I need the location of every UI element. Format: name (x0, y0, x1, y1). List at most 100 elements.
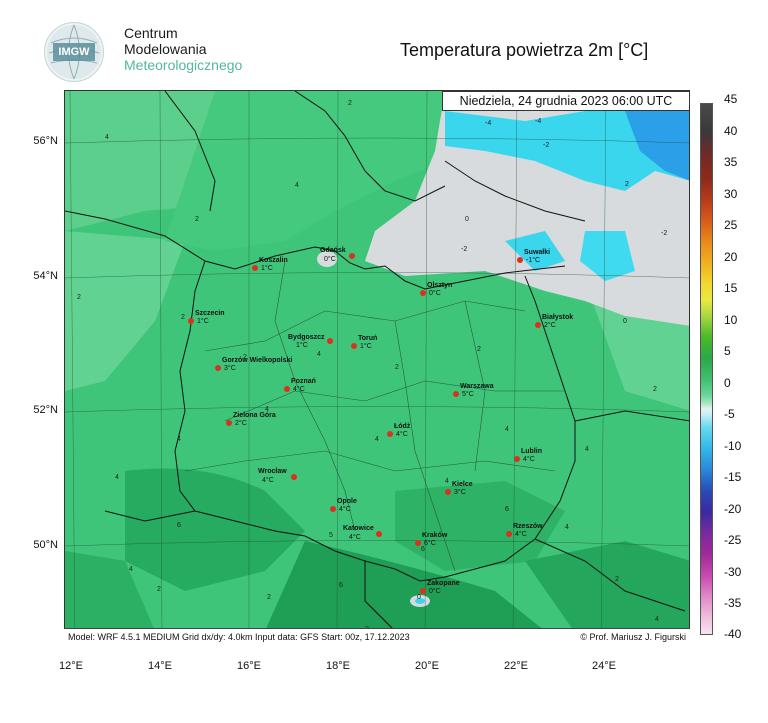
svg-text:-2: -2 (543, 142, 549, 149)
city-name: Poznań (291, 378, 316, 385)
svg-text:0: 0 (623, 318, 627, 325)
city-temperature: 4°C (293, 386, 305, 393)
city-temperature: 4°C (523, 456, 535, 463)
city-name: Toruń (358, 335, 378, 342)
city-temperature: 2°C (544, 322, 556, 329)
svg-text:-4: -4 (485, 120, 491, 127)
svg-text:2: 2 (243, 354, 247, 361)
model-info: Model: WRF 4.5.1 MEDIUM Grid dx/dy: 4.0k… (68, 632, 410, 642)
city-name: Bydgoszcz (288, 334, 325, 341)
city-dot (284, 386, 290, 392)
colorbar-label: -30 (724, 565, 742, 579)
city-name: Białystok (542, 314, 574, 321)
lon-label-16: 16°E (237, 660, 261, 672)
colorbar-label: -35 (724, 596, 742, 610)
svg-text:0: 0 (417, 594, 421, 601)
city-name: Koszalin (259, 257, 288, 264)
city-temperature: 1°C (261, 265, 273, 272)
colorbar (700, 103, 713, 635)
svg-text:6: 6 (339, 582, 343, 589)
city-temperature: 6°C (424, 540, 436, 547)
city-dot (535, 322, 541, 328)
svg-text:2: 2 (477, 346, 481, 353)
city-temperature: 3°C (454, 489, 466, 496)
city-temperature: 5°C (462, 391, 474, 398)
svg-text:5: 5 (329, 532, 333, 539)
city-temperature: 4°C (262, 477, 274, 484)
city-dot (349, 253, 355, 259)
svg-text:2: 2 (157, 586, 161, 593)
org-line-1: Centrum (124, 25, 178, 41)
city-temperature: 4°C (396, 431, 408, 438)
lat-label-54: 54°N (33, 270, 58, 282)
svg-text:4: 4 (505, 426, 509, 433)
svg-text:2: 2 (195, 216, 199, 223)
svg-text:4: 4 (115, 474, 119, 481)
city-dot (327, 338, 333, 344)
city-dot (376, 531, 382, 537)
globe-icon (47, 24, 101, 80)
city-temperature: 4°C (349, 534, 361, 541)
city-name: Warszawa (460, 383, 494, 390)
city-name: Gorzów Wielkopolski (222, 357, 293, 364)
copyright: © Prof. Mariusz J. Figurski (580, 632, 686, 642)
map-field: 2 4 4 2 2 -4 -2 -4 0 -2 2 -2 0 2 2 4 2 2 4 4 4 4 4 2 4 6 4… (65, 91, 689, 645)
city-name: Szczecin (195, 310, 225, 317)
city-dot (330, 506, 336, 512)
colorbar-label: -25 (724, 533, 742, 547)
lon-label-22: 22°E (504, 660, 528, 672)
city-temperature: 1°C (197, 318, 209, 325)
city-name: Suwałki (524, 249, 551, 256)
svg-text:2: 2 (653, 386, 657, 393)
city-name: Zakopane (427, 580, 460, 587)
city-dot (226, 420, 232, 426)
svg-text:6: 6 (177, 522, 181, 529)
lat-label-50: 50°N (33, 539, 58, 551)
svg-text:2: 2 (395, 364, 399, 371)
lat-label-52: 52°N (33, 404, 58, 416)
city-dot (453, 391, 459, 397)
valid-time-label: Niedziela, 24 grudnia 2023 06:00 UTC (442, 91, 690, 111)
city-dot (514, 456, 520, 462)
organization-name: Centrum Modelowania Meteorologicznego (124, 25, 242, 73)
city-dot (517, 257, 523, 263)
city-temperature: -1°C (526, 257, 541, 264)
lon-label-20: 20°E (415, 660, 439, 672)
svg-text:4: 4 (655, 616, 659, 623)
city-temperature: 0°C (429, 290, 441, 297)
svg-text:2: 2 (625, 181, 629, 188)
svg-text:4: 4 (177, 436, 181, 443)
svg-text:4: 4 (445, 478, 449, 485)
city-dot (291, 474, 297, 480)
city-dot (215, 365, 221, 371)
city-name: Rzeszów (513, 523, 543, 530)
colorbar-label: 10 (724, 313, 738, 327)
city-name: Olsztyn (427, 282, 453, 289)
city-dot (420, 588, 426, 594)
svg-text:2: 2 (615, 576, 619, 583)
city-temperature: 2°C (235, 420, 247, 427)
svg-text:4: 4 (375, 436, 379, 443)
svg-text:4: 4 (565, 524, 569, 531)
model-info-footer: Model: WRF 4.5.1 MEDIUM Grid dx/dy: 4.0k… (64, 628, 690, 646)
svg-text:4: 4 (265, 406, 269, 413)
city-name: Kraków (422, 532, 448, 539)
colorbar-label: 0 (724, 376, 731, 390)
city-name: Wrocław (258, 468, 287, 475)
org-line-3: Meteorologicznego (124, 57, 243, 73)
temperature-map: 2 4 4 2 2 -4 -2 -4 0 -2 2 -2 0 2 2 4 2 2 4 4 4 4 4 2 4 6 4… (64, 90, 690, 646)
city-temperature: 4°C (515, 531, 527, 538)
colorbar-label: 40 (724, 124, 738, 138)
city-dot (351, 343, 357, 349)
page-title: Temperatura powietrza 2m [°C] (400, 40, 649, 60)
city-name: Opole (337, 498, 357, 505)
colorbar-label: -20 (724, 502, 742, 516)
svg-text:2: 2 (181, 314, 185, 321)
city-temperature: 0°C (324, 256, 336, 263)
colorbar-label: 25 (724, 218, 738, 232)
colorbar-label: -5 (724, 407, 735, 421)
colorbar-label: -40 (724, 627, 742, 641)
city-dot (252, 265, 258, 271)
svg-text:6: 6 (505, 506, 509, 513)
city-name: Gdańsk (320, 247, 346, 254)
